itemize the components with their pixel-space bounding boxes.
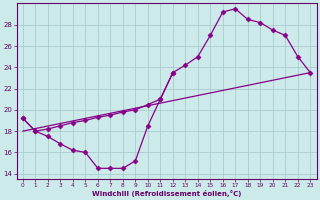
X-axis label: Windchill (Refroidissement éolien,°C): Windchill (Refroidissement éolien,°C)	[92, 190, 241, 197]
